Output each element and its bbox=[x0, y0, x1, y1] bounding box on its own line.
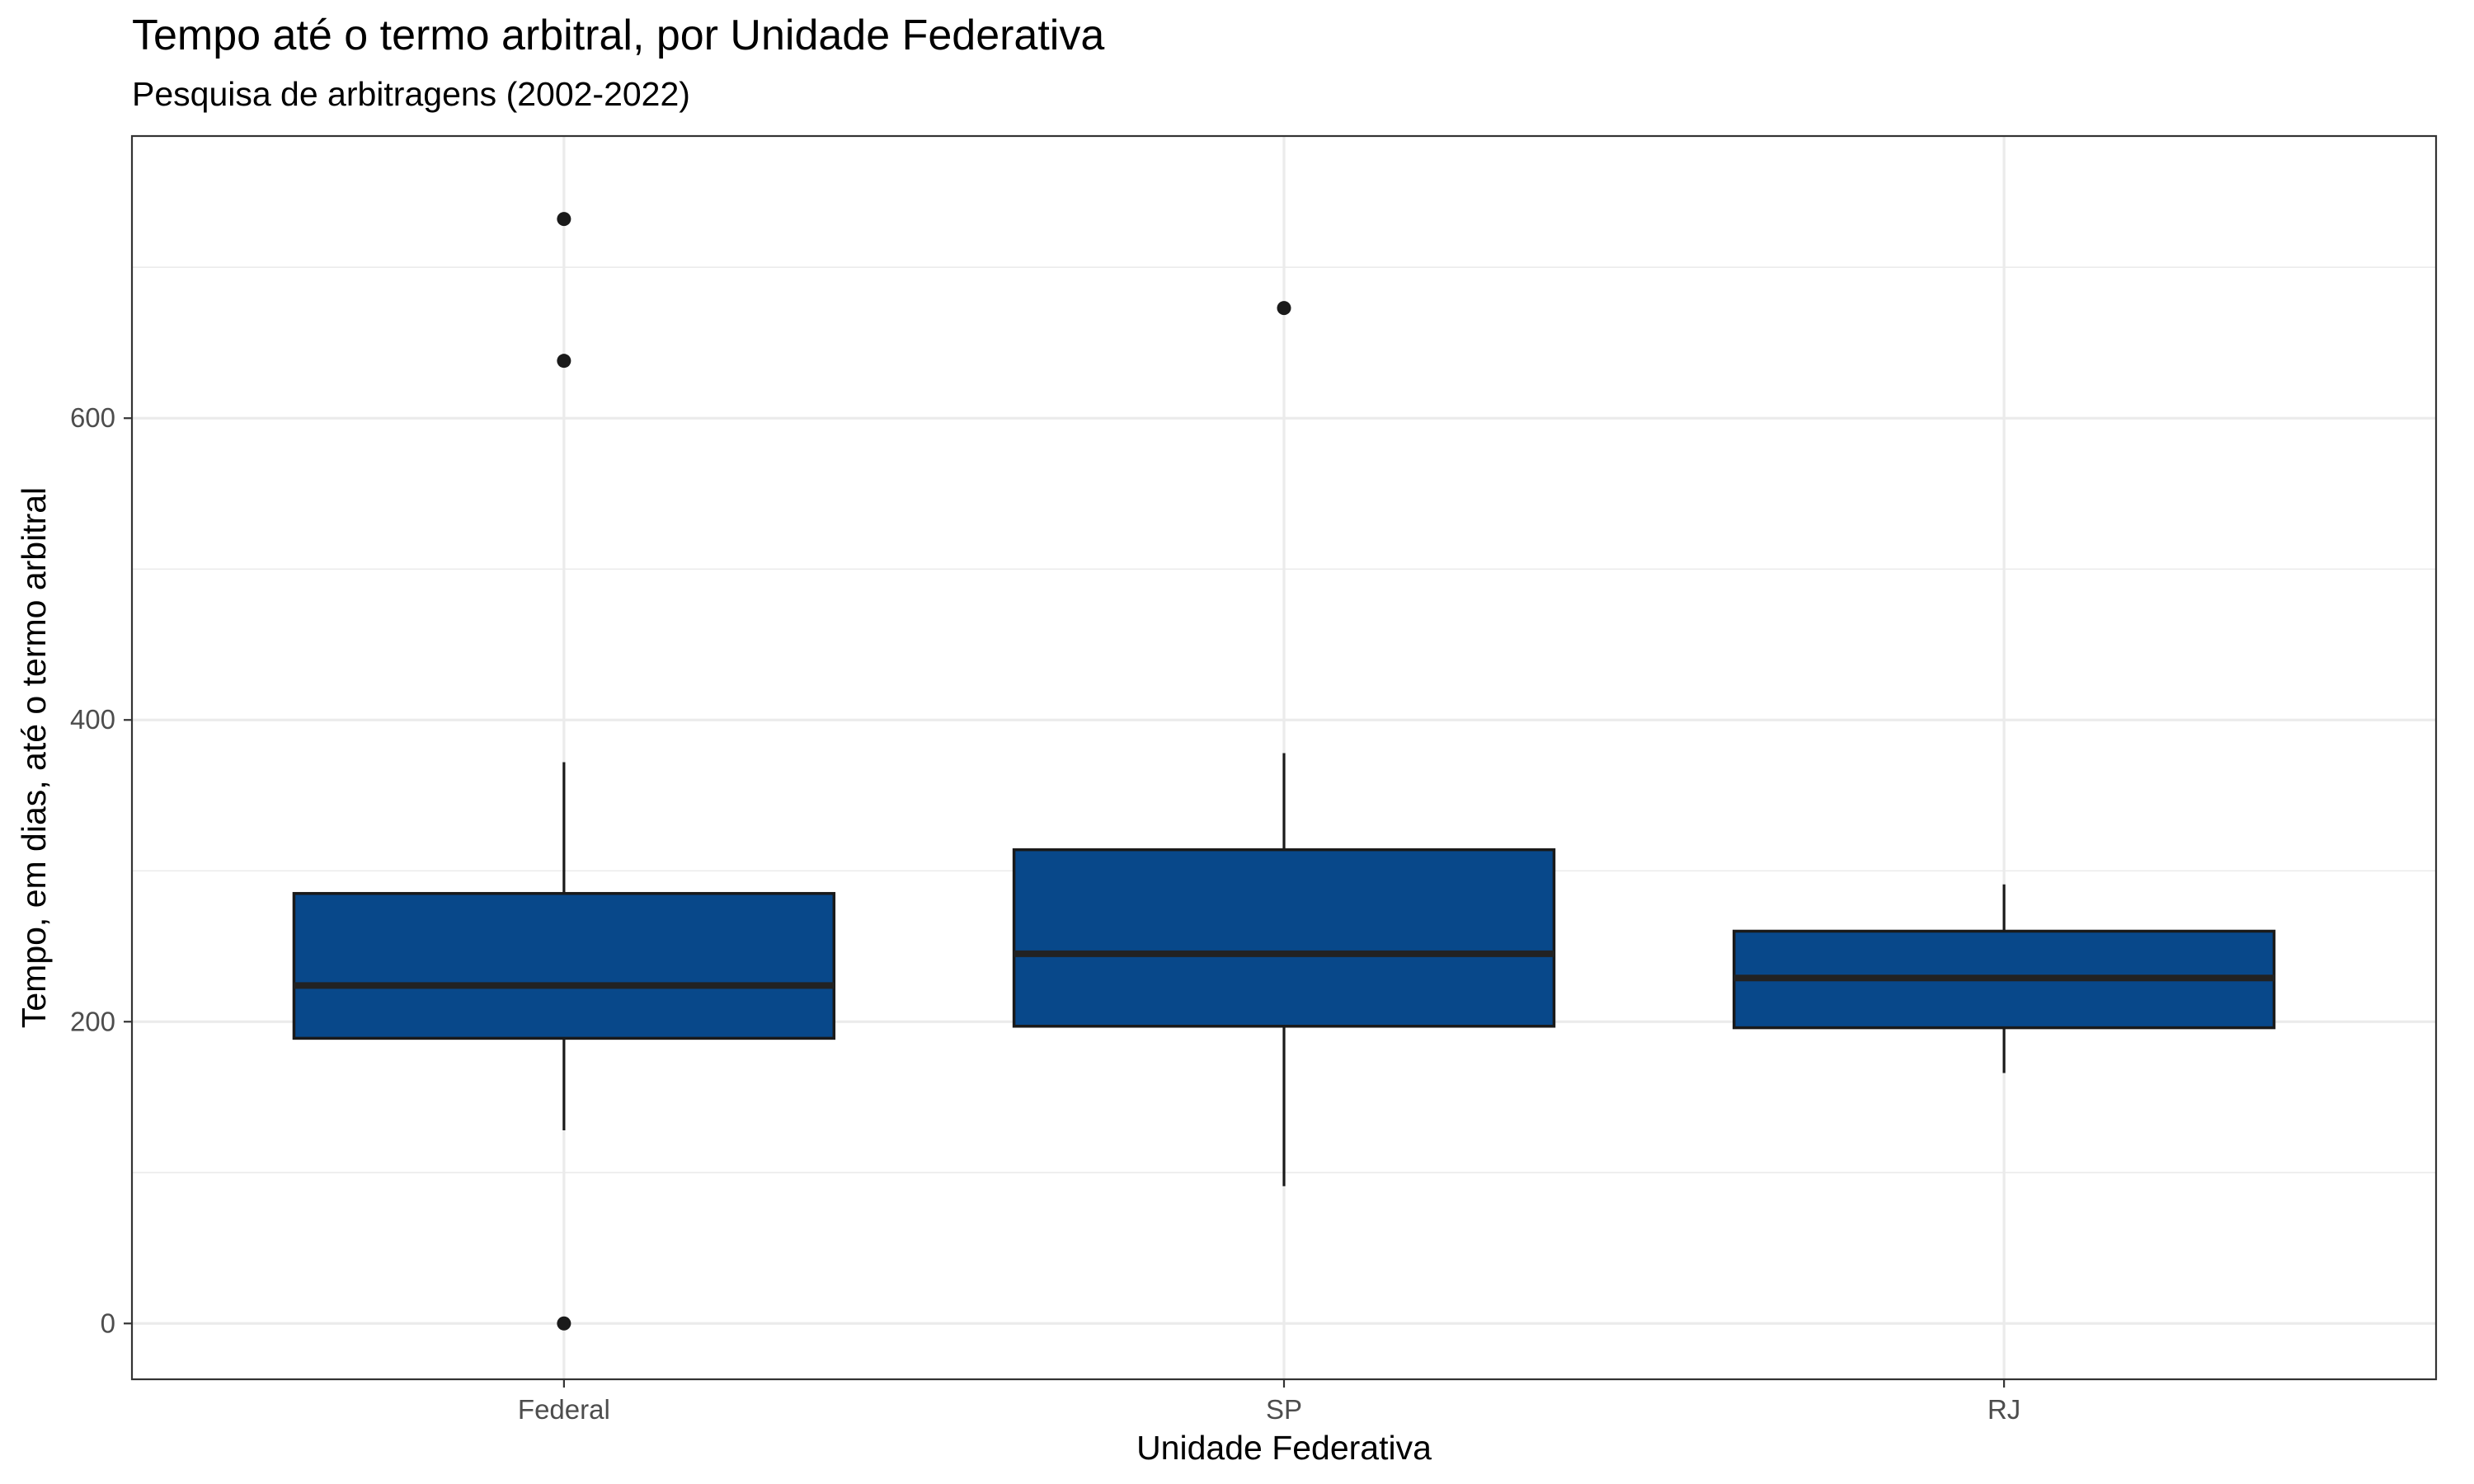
y-tick-label: 600 bbox=[70, 402, 115, 433]
box-iqr bbox=[1012, 848, 1556, 1028]
x-tick-label: SP bbox=[1266, 1394, 1302, 1425]
chart-subtitle: Pesquisa de arbitragens (2002-2022) bbox=[132, 75, 690, 113]
x-axis-title: Unidade Federativa bbox=[1136, 1429, 1432, 1467]
chart-title: Tempo até o termo arbitral, por Unidade … bbox=[132, 12, 1104, 59]
y-tick-label: 400 bbox=[70, 704, 115, 735]
x-tick-label: Federal bbox=[518, 1394, 610, 1425]
outlier-point bbox=[557, 354, 571, 369]
y-axis-title: Tempo, em dias, até o termo arbitral bbox=[15, 487, 53, 1028]
y-axis: 0 200 400 600 bbox=[70, 402, 132, 1338]
outlier-point bbox=[557, 212, 571, 227]
box-iqr bbox=[292, 891, 836, 1040]
y-tick-label: 0 bbox=[101, 1308, 115, 1338]
box-series bbox=[292, 212, 2276, 1331]
y-tick-label: 200 bbox=[70, 1006, 115, 1036]
box-group bbox=[1732, 884, 2276, 1073]
outlier-point bbox=[1277, 301, 1291, 316]
x-axis: Federal SP RJ bbox=[518, 1379, 2020, 1425]
box-group bbox=[1012, 301, 1556, 1186]
x-tick-label: RJ bbox=[1987, 1394, 2020, 1425]
outlier-point bbox=[557, 1316, 571, 1331]
box-group bbox=[292, 212, 836, 1331]
